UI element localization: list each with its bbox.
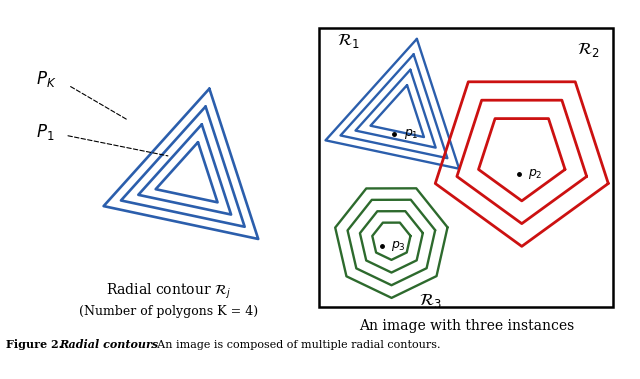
Text: $p_1$: $p_1$ <box>404 127 418 141</box>
Text: Radial contours: Radial contours <box>60 339 159 350</box>
Text: $P_K$: $P_K$ <box>36 69 56 89</box>
Text: $p_2$: $p_2$ <box>528 167 543 180</box>
Text: An image with three instances: An image with three instances <box>360 319 575 333</box>
Text: $P_1$: $P_1$ <box>36 122 54 142</box>
Text: $p_3$: $p_3$ <box>392 240 406 253</box>
Text: $\mathcal{R}_2$: $\mathcal{R}_2$ <box>577 40 600 59</box>
Text: $\mathcal{R}_3$: $\mathcal{R}_3$ <box>419 291 442 310</box>
Text: (Number of polygons K = 4): (Number of polygons K = 4) <box>79 305 258 318</box>
Text: Radial contour $\mathcal{R}_j$: Radial contour $\mathcal{R}_j$ <box>106 282 231 301</box>
Text: : An image is composed of multiple radial contours.: : An image is composed of multiple radia… <box>150 340 441 349</box>
Text: Figure 2.: Figure 2. <box>6 339 63 350</box>
Text: $\mathcal{R}_1$: $\mathcal{R}_1$ <box>337 31 360 50</box>
